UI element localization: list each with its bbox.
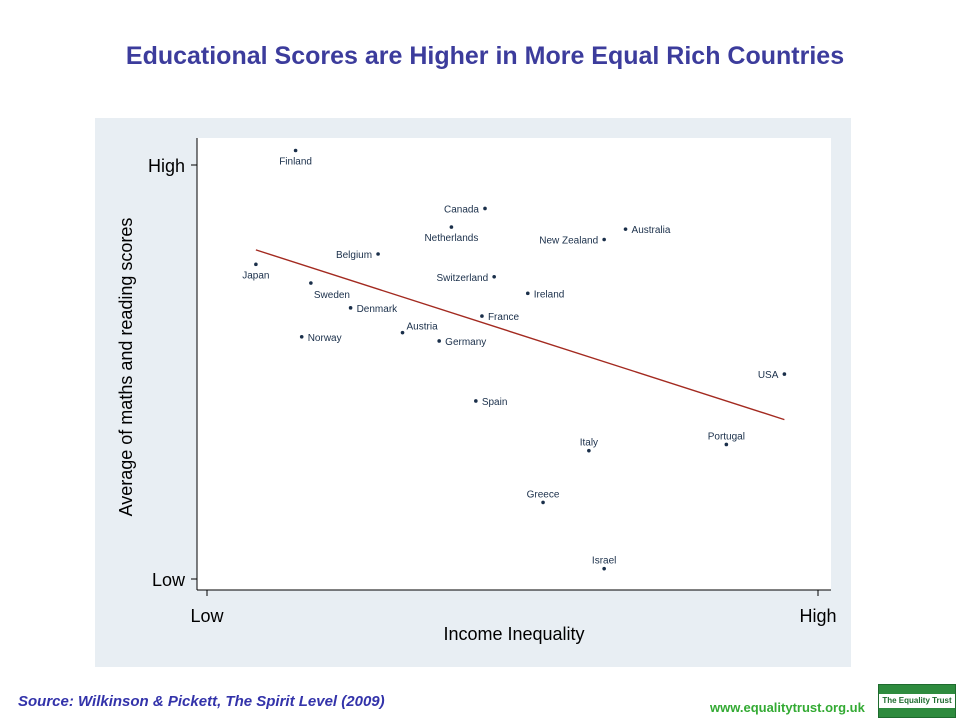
point-label: Germany bbox=[445, 337, 486, 348]
chart-title: Educational Scores are Higher in More Eq… bbox=[125, 42, 845, 70]
point-label: Finland bbox=[279, 157, 312, 168]
y-tick-label: Low bbox=[152, 570, 186, 590]
data-point bbox=[437, 339, 441, 343]
logo-band bbox=[879, 694, 955, 708]
point-label: Norway bbox=[308, 333, 342, 344]
point-label: Israel bbox=[592, 556, 616, 567]
point-label: Spain bbox=[482, 397, 508, 408]
data-point bbox=[299, 335, 304, 339]
x-axis-title: Income Inequality bbox=[443, 624, 584, 644]
point-label: Austria bbox=[407, 322, 439, 333]
data-point bbox=[525, 291, 530, 296]
data-point bbox=[348, 306, 353, 310]
point-label: Greece bbox=[527, 489, 560, 500]
y-axis-title: Average of maths and reading scores bbox=[116, 218, 136, 517]
point-label: Switzerland bbox=[436, 273, 488, 284]
trend-line bbox=[255, 249, 785, 421]
data-point bbox=[724, 442, 729, 447]
data-point bbox=[587, 448, 591, 453]
point-label: USA bbox=[758, 370, 779, 381]
point-label: Canada bbox=[444, 204, 479, 215]
x-tick-label: Low bbox=[190, 606, 224, 626]
y-tick-label: High bbox=[148, 156, 185, 176]
point-label: Denmark bbox=[357, 304, 399, 315]
data-point bbox=[400, 330, 405, 335]
plot-area bbox=[197, 138, 831, 590]
point-label: Australia bbox=[632, 225, 671, 236]
point-label: Italy bbox=[580, 438, 598, 449]
point-label: France bbox=[488, 312, 520, 323]
equality-trust-logo: The Equality Trust bbox=[878, 684, 956, 718]
data-point bbox=[376, 252, 380, 256]
data-point bbox=[782, 372, 787, 376]
point-label: Belgium bbox=[336, 250, 372, 261]
data-point bbox=[541, 500, 545, 505]
data-point bbox=[309, 281, 313, 285]
data-point bbox=[623, 227, 628, 231]
data-point bbox=[492, 274, 496, 279]
data-point bbox=[254, 262, 258, 267]
data-point bbox=[474, 399, 478, 403]
logo-text: The Equality Trust bbox=[882, 696, 952, 705]
source-citation: Source: Wilkinson & Pickett, The Spirit … bbox=[18, 693, 385, 710]
data-point bbox=[449, 225, 454, 229]
point-label: Ireland bbox=[534, 289, 565, 300]
data-point bbox=[602, 237, 606, 242]
point-label: New Zealand bbox=[539, 236, 598, 247]
point-label: Portugal bbox=[708, 431, 745, 442]
data-point bbox=[483, 206, 487, 211]
data-point bbox=[293, 148, 298, 153]
data-point bbox=[480, 314, 484, 318]
data-point bbox=[602, 566, 606, 571]
point-label: Japan bbox=[242, 270, 269, 281]
point-label: Netherlands bbox=[424, 233, 478, 244]
x-tick-label: High bbox=[799, 606, 836, 626]
point-label: Sweden bbox=[314, 290, 350, 301]
website-link[interactable]: www.equalitytrust.org.uk bbox=[710, 700, 865, 715]
scatter-plot: Low High Low High Income Inequality Average o… bbox=[95, 118, 851, 667]
